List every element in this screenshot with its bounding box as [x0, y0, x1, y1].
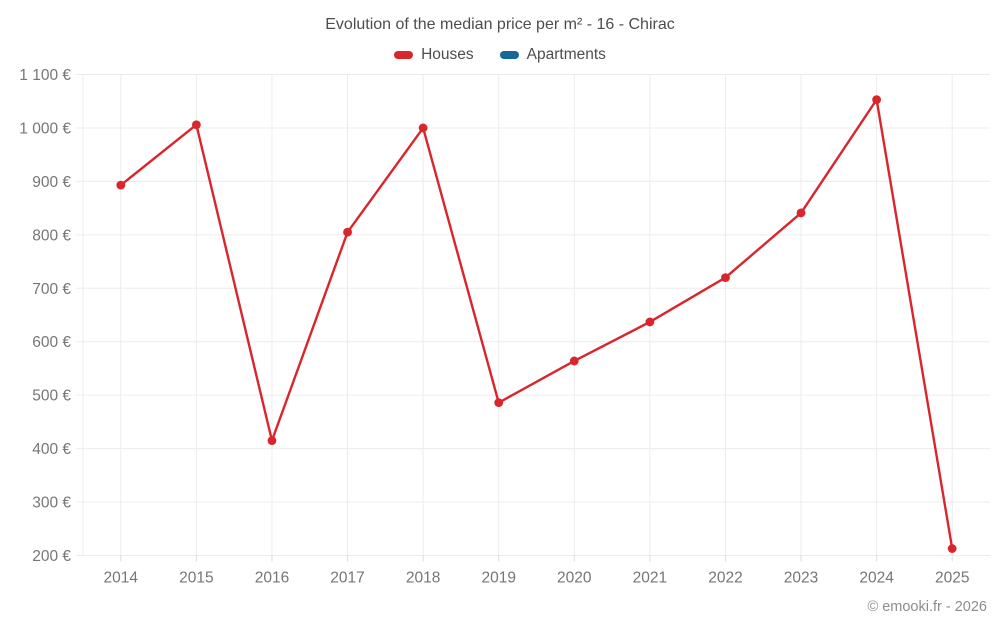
- copyright-credit: © emooki.fr - 2026: [867, 599, 987, 615]
- x-axis-tick-label: 2019: [481, 570, 515, 587]
- x-axis-tick-label: 2020: [557, 570, 592, 587]
- legend-label-houses: Houses: [421, 46, 474, 63]
- y-axis-tick-label: 300 €: [32, 495, 71, 512]
- apartments-series-swatch-icon: [499, 51, 519, 59]
- y-axis-tick-label: 200 €: [32, 548, 71, 565]
- legend-item-apartments[interactable]: Apartments: [499, 46, 606, 64]
- data-point-houses-2018[interactable]: [418, 123, 428, 133]
- data-point-houses-2024[interactable]: [872, 95, 882, 105]
- y-axis-tick-label: 400 €: [32, 441, 71, 458]
- houses-series-swatch-icon: [394, 51, 414, 59]
- y-axis-tick-label: 1 000 €: [19, 120, 71, 137]
- y-axis-tick-label: 500 €: [32, 388, 71, 405]
- chart-title: Evolution of the median price per m² - 1…: [325, 16, 675, 33]
- x-axis-tick-label: 2017: [330, 570, 364, 587]
- x-axis-tick-label: 2021: [633, 570, 667, 587]
- legend-label-apartments: Apartments: [526, 46, 606, 63]
- data-point-houses-2016[interactable]: [267, 436, 277, 445]
- x-axis-tick-label: 2022: [708, 570, 742, 587]
- data-point-houses-2014[interactable]: [116, 180, 126, 190]
- y-axis-tick-label: 700 €: [32, 281, 71, 298]
- x-axis-tick-label: 2025: [935, 570, 969, 587]
- data-point-houses-2015[interactable]: [191, 120, 201, 130]
- series-line-houses: [119, 98, 954, 550]
- x-axis-tick-label: 2016: [255, 570, 289, 587]
- data-point-houses-2019[interactable]: [494, 398, 504, 408]
- data-point-houses-2021[interactable]: [645, 317, 655, 327]
- data-point-houses-2022[interactable]: [721, 273, 730, 282]
- y-axis-tick-label: 1 100 €: [19, 67, 71, 84]
- legend-item-houses[interactable]: Houses: [394, 46, 474, 64]
- x-axis-tick-label: 2015: [179, 570, 213, 587]
- data-point-houses-2017[interactable]: [343, 227, 352, 237]
- data-point-houses-2020[interactable]: [569, 356, 579, 366]
- y-axis-tick-label: 600 €: [32, 334, 71, 351]
- data-point-houses-2025[interactable]: [947, 544, 957, 553]
- data-point-houses-2023[interactable]: [796, 208, 806, 218]
- x-axis-tick-label: 2024: [859, 570, 894, 587]
- legend: Houses Apartments: [0, 46, 1000, 64]
- x-axis-tick-label: 2023: [784, 570, 818, 587]
- x-axis-tick-label: 2014: [104, 570, 139, 587]
- y-axis-tick-label: 900 €: [32, 174, 71, 191]
- y-axis-tick-label: 800 €: [32, 227, 71, 244]
- x-axis-tick-label: 2018: [406, 570, 440, 587]
